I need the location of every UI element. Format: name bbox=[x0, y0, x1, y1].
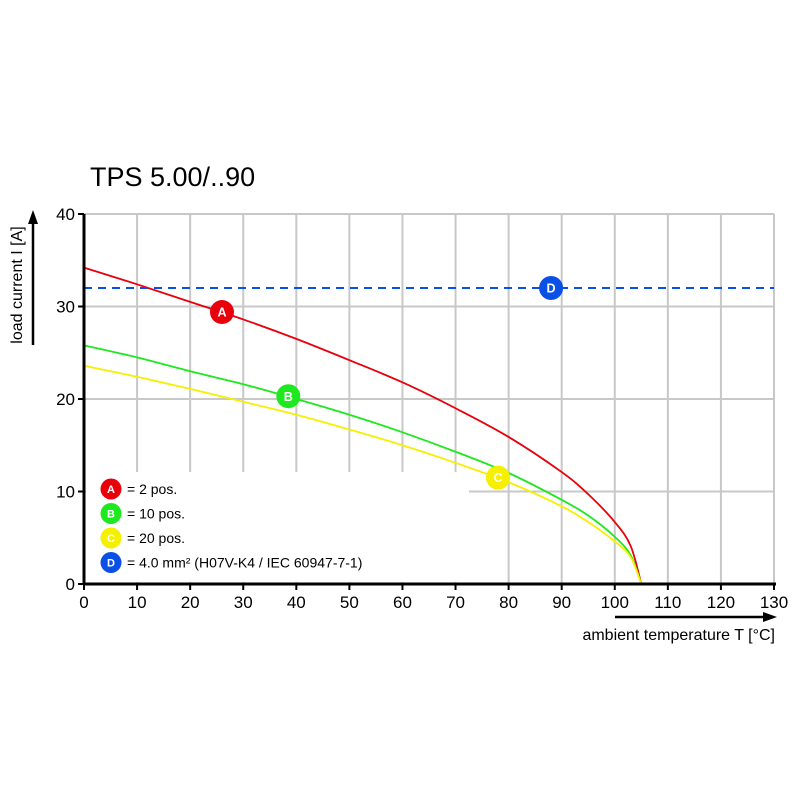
x-tick-label: 130 bbox=[760, 593, 788, 612]
x-tick-label: 40 bbox=[287, 593, 306, 612]
x-tick-label: 80 bbox=[499, 593, 518, 612]
legend-marker-C-circle bbox=[100, 527, 122, 549]
y-axis-label: load current I [A] bbox=[9, 226, 26, 343]
y-tick-label: 10 bbox=[56, 483, 75, 502]
series-line-C bbox=[83, 364, 643, 585]
legend-marker-C-letter: C bbox=[107, 533, 115, 545]
legend-marker-A-letter: A bbox=[107, 484, 115, 496]
legend-marker-A-circle bbox=[100, 478, 122, 500]
legend-marker-B-circle bbox=[100, 503, 122, 524]
legend-background bbox=[86, 472, 469, 582]
series-marker-D-circle bbox=[539, 276, 564, 300]
legend-label-D: = 4.0 mm² (H07V-K4 / IEC 60947-7-1) bbox=[127, 555, 362, 571]
series-marker-C-circle bbox=[486, 465, 510, 490]
x-tick-label: 100 bbox=[601, 593, 629, 612]
x-tick-label: 50 bbox=[340, 593, 359, 612]
x-tick-label: 20 bbox=[181, 593, 200, 612]
legend-label-B: = 10 pos. bbox=[127, 506, 185, 522]
legend-marker-B-letter: B bbox=[107, 508, 115, 520]
legend: A = 2 pos. B = 10 pos. C = 20 pos. D = 4.0 mm² … bbox=[100, 478, 362, 573]
x-tick-label: 60 bbox=[393, 593, 412, 612]
x-tick-label: 70 bbox=[446, 593, 465, 612]
x-axis-arrowhead bbox=[763, 612, 777, 622]
series-marker-A-circle bbox=[210, 300, 234, 325]
legend-marker-D-circle bbox=[100, 552, 122, 573]
x-tick-label: 110 bbox=[654, 593, 681, 612]
y-tick-label: 0 bbox=[66, 575, 75, 594]
x-tick-label: 0 bbox=[79, 593, 88, 612]
legend-marker-D-letter: D bbox=[107, 557, 115, 569]
series-line-B bbox=[83, 344, 643, 585]
legend-label-C: = 20 pos. bbox=[127, 530, 185, 546]
series-marker-B-letter: B bbox=[284, 390, 293, 404]
series-marker-D-letter: D bbox=[547, 282, 556, 296]
y-tick-label: 40 bbox=[56, 205, 75, 224]
x-tick-label: 10 bbox=[128, 593, 147, 612]
x-tick-label: 90 bbox=[552, 593, 571, 612]
series-line-A bbox=[83, 266, 643, 585]
x-axis-label: ambient temperature T [°C] bbox=[582, 627, 775, 644]
x-tick-label: 30 bbox=[234, 593, 253, 612]
chart-title: TPS 5.00/..90 bbox=[90, 162, 255, 192]
axes: 0 10 20 30 40 50 60 70 80 90 100 110 120 130 0 10 20 30 40 bbox=[56, 205, 788, 612]
y-tick-label: 30 bbox=[56, 298, 75, 317]
y-axis-arrowhead bbox=[28, 210, 38, 224]
y-tick-label: 20 bbox=[56, 390, 75, 409]
series-marker-B-circle bbox=[276, 384, 301, 409]
x-tick-label: 120 bbox=[707, 593, 735, 612]
series-marker-A-letter: A bbox=[217, 306, 226, 320]
legend-label-A: = 2 pos. bbox=[127, 481, 177, 497]
series-marker-C-letter: C bbox=[493, 471, 502, 485]
